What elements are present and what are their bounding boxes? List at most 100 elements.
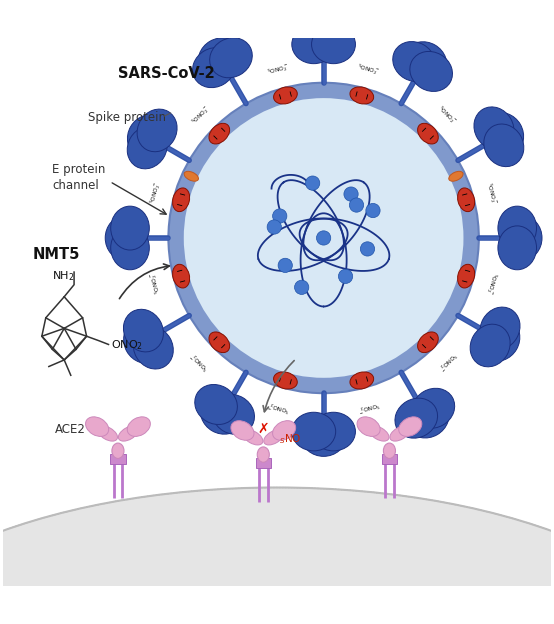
Ellipse shape: [195, 384, 237, 424]
Text: Spike protein: Spike protein: [88, 111, 166, 124]
Ellipse shape: [193, 47, 235, 87]
Ellipse shape: [243, 430, 263, 445]
Circle shape: [316, 231, 331, 245]
Circle shape: [338, 269, 353, 283]
Ellipse shape: [311, 412, 356, 451]
Ellipse shape: [418, 332, 438, 353]
Ellipse shape: [231, 421, 254, 441]
Ellipse shape: [184, 172, 198, 181]
Ellipse shape: [350, 372, 373, 389]
Ellipse shape: [484, 124, 524, 167]
Ellipse shape: [480, 307, 520, 349]
Ellipse shape: [111, 226, 150, 270]
Text: ACE2: ACE2: [55, 424, 86, 436]
Ellipse shape: [292, 412, 336, 451]
Ellipse shape: [173, 265, 189, 288]
Ellipse shape: [498, 206, 536, 250]
Ellipse shape: [127, 417, 150, 436]
Text: $^5$ONO$_2^-$: $^5$ONO$_2^-$: [484, 271, 500, 295]
Ellipse shape: [212, 394, 254, 434]
Ellipse shape: [112, 443, 124, 459]
Circle shape: [184, 98, 464, 378]
Ellipse shape: [404, 42, 447, 82]
Ellipse shape: [395, 398, 438, 438]
Ellipse shape: [111, 206, 150, 250]
Ellipse shape: [98, 426, 117, 441]
Ellipse shape: [127, 115, 167, 157]
Text: $^5$ONO$_2^-$: $^5$ONO$_2^-$: [147, 181, 164, 205]
Text: $^5$ONO$_2^-$: $^5$ONO$_2^-$: [356, 397, 381, 414]
Circle shape: [360, 241, 375, 256]
Text: NMT5: NMT5: [33, 247, 80, 262]
Ellipse shape: [474, 107, 514, 150]
Ellipse shape: [369, 426, 389, 441]
Ellipse shape: [458, 188, 475, 212]
Ellipse shape: [201, 394, 243, 434]
Ellipse shape: [274, 87, 297, 104]
Ellipse shape: [302, 417, 346, 456]
Ellipse shape: [412, 388, 455, 428]
Ellipse shape: [264, 430, 284, 445]
Ellipse shape: [302, 19, 346, 58]
Ellipse shape: [273, 421, 296, 441]
Text: ✗: ✗: [258, 422, 269, 436]
Ellipse shape: [484, 113, 524, 155]
Ellipse shape: [350, 87, 373, 104]
Text: $^5$ONO$_2^-$: $^5$ONO$_2^-$: [189, 104, 212, 127]
Ellipse shape: [85, 417, 109, 436]
Ellipse shape: [393, 42, 435, 82]
Text: $^5$ONO$_2^-$: $^5$ONO$_2^-$: [266, 62, 291, 78]
Text: NH$_2$: NH$_2$: [52, 270, 75, 283]
Text: $^5$ONO$_2^-$: $^5$ONO$_2^-$: [435, 349, 458, 373]
Bar: [255, 458, 271, 468]
Ellipse shape: [292, 25, 336, 64]
Ellipse shape: [209, 124, 229, 144]
Ellipse shape: [470, 324, 510, 367]
Ellipse shape: [209, 38, 252, 78]
Ellipse shape: [311, 25, 356, 64]
Ellipse shape: [198, 38, 241, 78]
Text: $^5$ONO$_2^-$: $^5$ONO$_2^-$: [189, 349, 212, 373]
Ellipse shape: [458, 265, 475, 288]
Ellipse shape: [274, 372, 297, 389]
Ellipse shape: [418, 124, 438, 144]
Circle shape: [366, 203, 380, 218]
Ellipse shape: [0, 487, 554, 624]
Ellipse shape: [209, 332, 229, 353]
Text: SARS-CoV-2: SARS-CoV-2: [118, 66, 215, 81]
Ellipse shape: [399, 417, 422, 436]
Text: $_S$NO: $_S$NO: [279, 432, 301, 446]
Bar: [110, 454, 126, 464]
Ellipse shape: [410, 51, 453, 92]
Ellipse shape: [105, 216, 144, 260]
Ellipse shape: [124, 321, 163, 363]
Ellipse shape: [119, 426, 138, 441]
Ellipse shape: [357, 417, 380, 436]
Text: $^5$ONO$_2^-$: $^5$ONO$_2^-$: [435, 104, 458, 127]
Text: $^5$ONO$_2^-$: $^5$ONO$_2^-$: [356, 62, 381, 78]
Ellipse shape: [173, 188, 189, 212]
Ellipse shape: [480, 318, 520, 361]
Bar: [382, 454, 397, 464]
Ellipse shape: [134, 326, 173, 369]
Text: E protein
channel: E protein channel: [52, 163, 105, 192]
Circle shape: [344, 187, 358, 201]
Text: ONO$_2$: ONO$_2$: [111, 338, 143, 352]
Circle shape: [267, 220, 281, 234]
Ellipse shape: [390, 426, 410, 441]
Ellipse shape: [498, 226, 536, 270]
Text: $^5$ONO$_2^-$: $^5$ONO$_2^-$: [147, 271, 164, 295]
Ellipse shape: [124, 310, 163, 352]
Circle shape: [278, 258, 293, 273]
Ellipse shape: [257, 447, 269, 462]
Text: $^5$ONO$_2^-$: $^5$ONO$_2^-$: [484, 181, 500, 205]
Ellipse shape: [406, 398, 449, 438]
Ellipse shape: [449, 172, 463, 181]
Ellipse shape: [383, 443, 396, 459]
Ellipse shape: [137, 109, 177, 152]
Circle shape: [305, 176, 320, 190]
Text: $^5$ONO$_2^-$: $^5$ONO$_2^-$: [266, 397, 291, 414]
Circle shape: [168, 83, 479, 393]
Ellipse shape: [127, 126, 167, 169]
Circle shape: [273, 209, 287, 223]
